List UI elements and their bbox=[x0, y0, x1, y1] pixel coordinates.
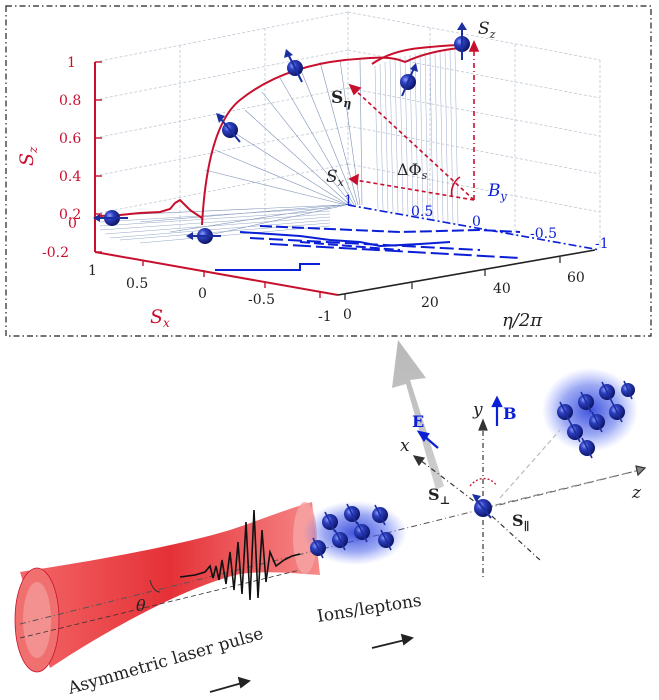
spin-icon bbox=[372, 504, 388, 526]
svg-text:0.5: 0.5 bbox=[126, 276, 148, 292]
by-ticks: 1 0.5 0 -0.5 -1 bbox=[344, 193, 609, 252]
spin-icon bbox=[332, 529, 348, 551]
spin-icon bbox=[344, 503, 360, 525]
by-axis-label: By bbox=[487, 181, 508, 203]
sz-tick: 1 bbox=[67, 55, 76, 71]
svg-text:-0.5: -0.5 bbox=[530, 226, 557, 242]
inset-red-axes bbox=[94, 62, 339, 296]
y-axis-label: y bbox=[472, 400, 483, 420]
spin-icon bbox=[93, 210, 128, 226]
eta-axis-line bbox=[337, 249, 596, 296]
spin-icon bbox=[186, 228, 221, 244]
svg-text:1: 1 bbox=[88, 263, 97, 279]
svg-text:40: 40 bbox=[493, 281, 511, 297]
sz-tick: 0.4 bbox=[59, 169, 81, 185]
spin-icon bbox=[454, 22, 470, 60]
e-field-label: E bbox=[412, 412, 424, 431]
spin-icon bbox=[400, 63, 418, 97]
spin-icon bbox=[579, 437, 595, 459]
x-axis-label: x bbox=[400, 436, 410, 456]
sz-axis-label: Sz bbox=[16, 146, 40, 166]
spin-icon bbox=[599, 381, 615, 403]
zoom-arrow bbox=[392, 340, 444, 490]
sx-ticks: 1 0.5 0 -0.5 -1 bbox=[88, 263, 332, 325]
by-axis-line bbox=[347, 204, 601, 251]
field-arrows bbox=[416, 395, 503, 449]
theta-label: θ bbox=[136, 596, 146, 615]
inset-spins bbox=[93, 22, 470, 244]
laser-beam bbox=[14, 469, 641, 673]
delta-phi-label: ΔΦs bbox=[397, 160, 428, 182]
spin-icon bbox=[578, 391, 594, 413]
eta-ticks: 0 20 40 60 bbox=[343, 270, 585, 323]
svg-text:-0.5: -0.5 bbox=[248, 292, 275, 308]
b-field-projection bbox=[215, 225, 521, 271]
svg-text:-1: -1 bbox=[318, 309, 332, 325]
particle-cluster-back bbox=[542, 368, 638, 459]
z-axis-label: z bbox=[631, 483, 642, 503]
vector-arrows bbox=[348, 40, 480, 201]
particle-cluster-front bbox=[303, 501, 407, 565]
inset-frame bbox=[5, 5, 652, 337]
svg-text:0: 0 bbox=[198, 286, 207, 302]
b-field-label: B bbox=[503, 404, 517, 423]
s-x-vector-label: Sx bbox=[326, 167, 345, 189]
svg-text:0: 0 bbox=[343, 307, 352, 323]
svg-text:-1: -1 bbox=[595, 236, 609, 252]
sz-tick: 0 bbox=[68, 216, 77, 232]
particles-label: Ions/leptons bbox=[316, 591, 423, 627]
spin-icon bbox=[284, 49, 303, 83]
laser-pulse-waveform bbox=[179, 509, 301, 601]
s-perp-label: S⊥ bbox=[428, 485, 450, 507]
spin-trajectory bbox=[99, 44, 463, 226]
sz-tick: -0.2 bbox=[42, 245, 69, 261]
spin-icon bbox=[621, 380, 635, 400]
svg-text:1: 1 bbox=[344, 193, 353, 209]
svg-text:20: 20 bbox=[421, 295, 439, 311]
sz-tick: 0.2 bbox=[59, 207, 81, 223]
s-eta-label: Sη bbox=[331, 88, 351, 110]
spin-icon bbox=[609, 401, 625, 423]
spin-icon bbox=[472, 494, 492, 519]
laser-direction-arrow bbox=[209, 676, 251, 693]
svg-text:0.5: 0.5 bbox=[411, 204, 433, 220]
bottom-hatch bbox=[99, 207, 331, 244]
spin-icon bbox=[589, 411, 605, 433]
spin-icon bbox=[310, 537, 326, 559]
s-z-vector-label: Sz bbox=[478, 19, 496, 41]
spin-icon bbox=[322, 511, 338, 533]
sz-tick: 0.6 bbox=[59, 131, 81, 147]
sx-axis-label: Sx bbox=[150, 306, 170, 330]
svg-text:60: 60 bbox=[567, 270, 585, 286]
spin-icon bbox=[557, 401, 573, 423]
spin-icon bbox=[216, 113, 241, 143]
svg-text:0: 0 bbox=[472, 214, 481, 230]
particles-direction-arrow bbox=[371, 633, 414, 649]
s-par-label: S∥ bbox=[512, 511, 529, 533]
eta-axis-label: η/2π bbox=[502, 310, 543, 331]
sz-tick: 0.8 bbox=[59, 93, 81, 109]
spin-icon bbox=[354, 521, 370, 543]
local-axes bbox=[412, 418, 647, 580]
spin-icon bbox=[567, 421, 583, 443]
sz-ticks: 1 0.8 0.6 0.4 0.2 0 -0.2 bbox=[42, 55, 81, 261]
spin-sweep-lines bbox=[117, 59, 363, 237]
spin-icon bbox=[378, 529, 394, 551]
